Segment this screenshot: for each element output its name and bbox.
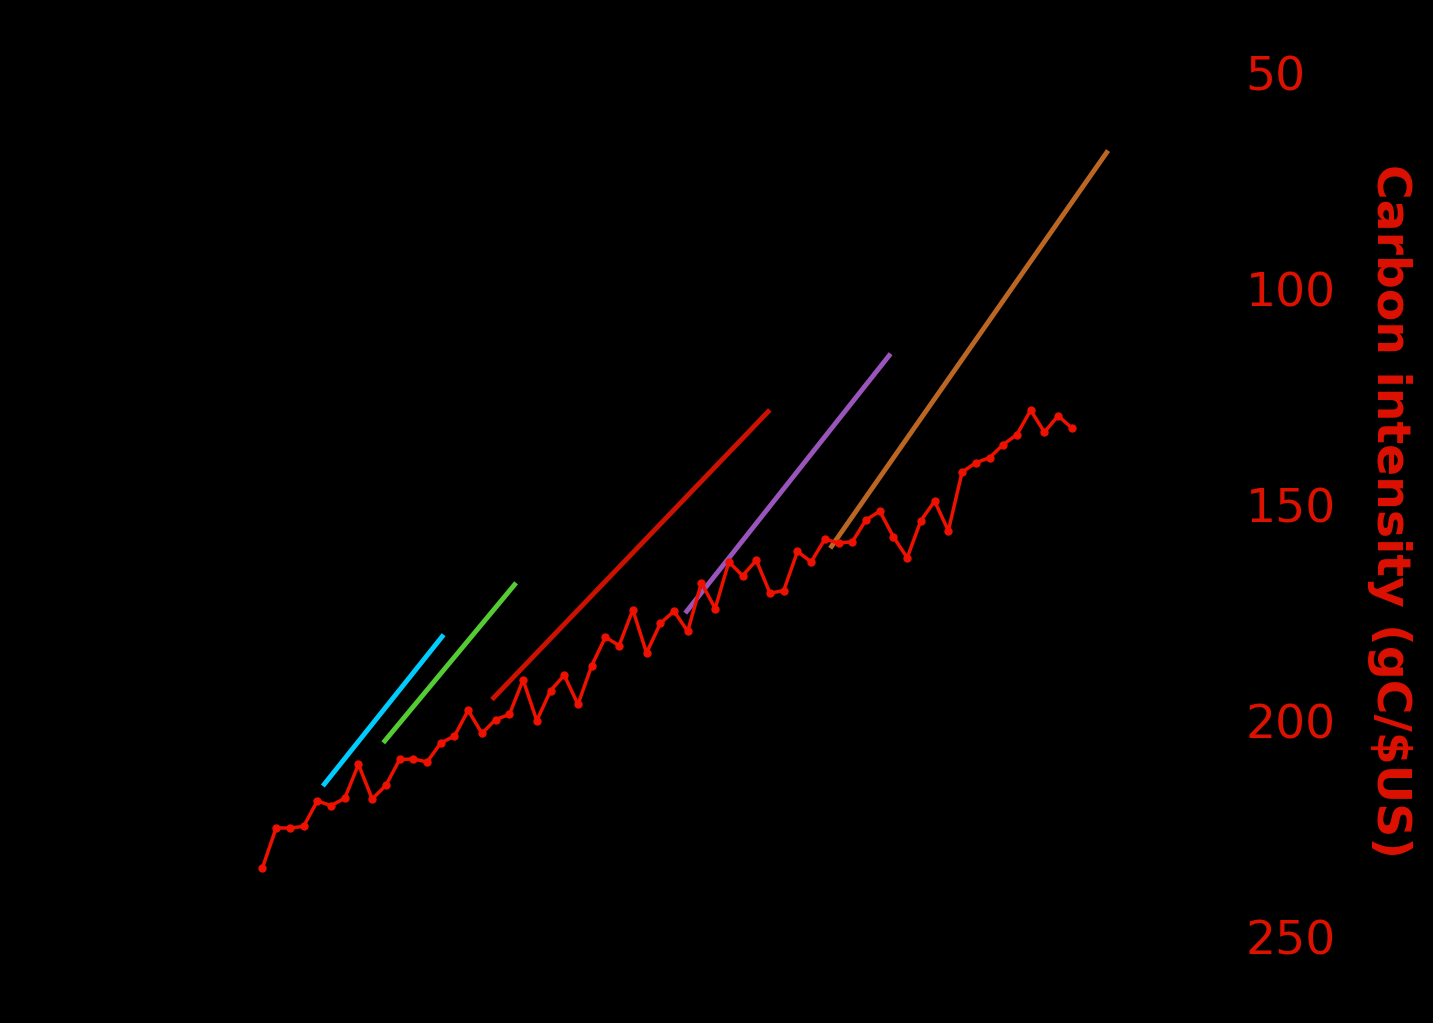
Y-axis label: Carbon intensity (gC/$US): Carbon intensity (gC/$US) bbox=[1367, 165, 1412, 858]
